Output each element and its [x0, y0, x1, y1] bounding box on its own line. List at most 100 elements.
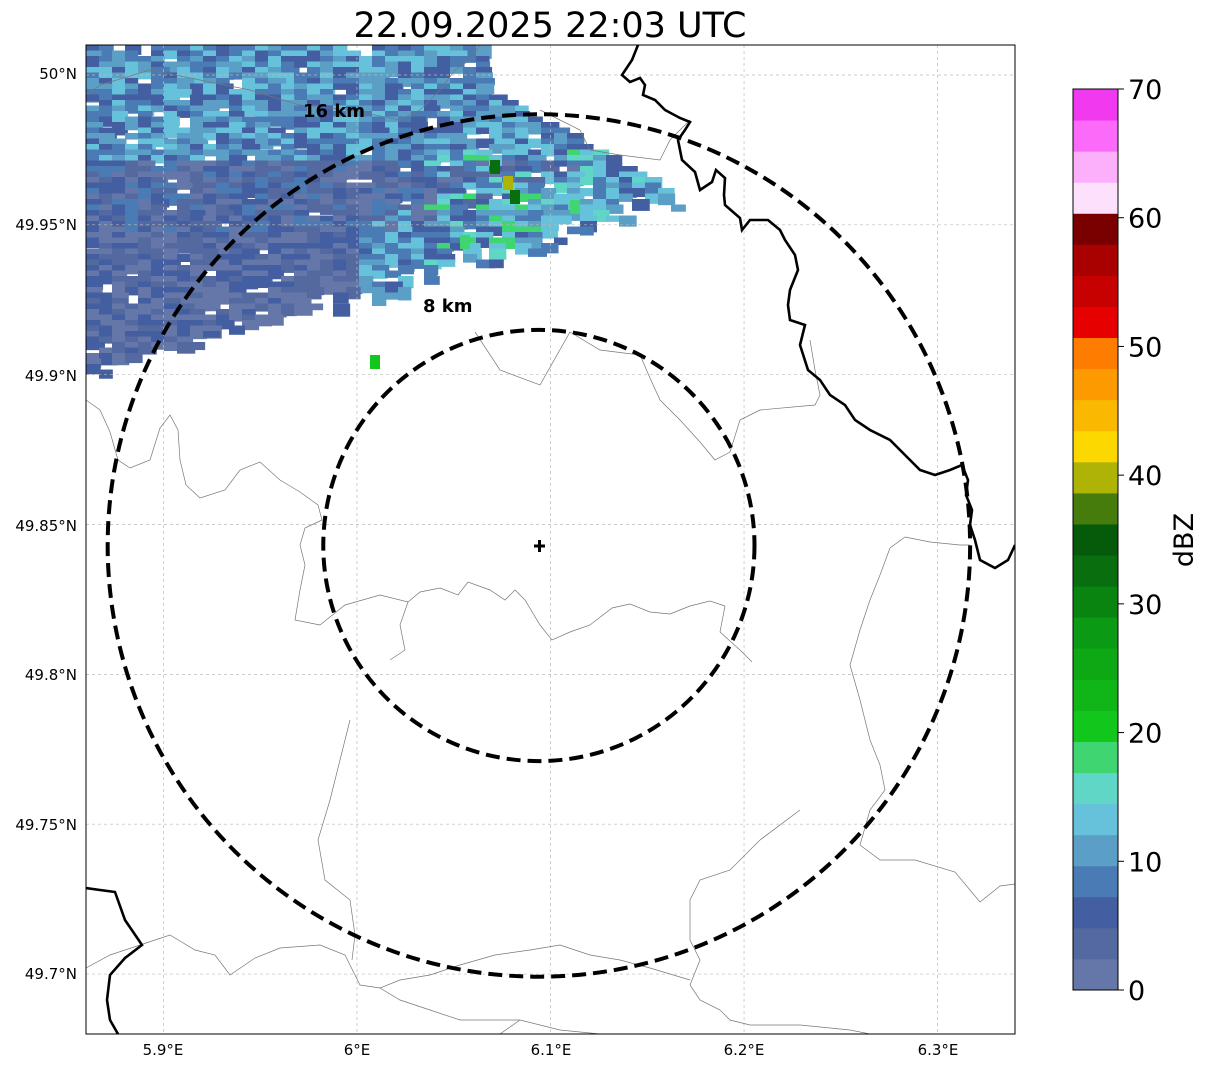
echo-cell [437, 133, 456, 140]
echo-cell [99, 171, 118, 181]
echo-cell [242, 78, 256, 85]
echo-cell [437, 56, 453, 66]
x-tick-label: 6°E [344, 1041, 371, 1059]
echo-cell [346, 254, 364, 265]
echo-cell [125, 83, 144, 91]
echo-cell [229, 45, 245, 55]
radar-site-marker[interactable] [534, 540, 545, 552]
echo-cell [216, 237, 235, 245]
echo-cell [177, 243, 191, 254]
echo-cell [268, 89, 287, 96]
echo-cell [190, 199, 207, 206]
echo-cell [177, 78, 195, 88]
echo-cell [346, 248, 361, 259]
echo-cell [307, 177, 323, 185]
echo-cell [138, 325, 155, 332]
echo-cell [411, 61, 429, 69]
y-tick-label: 49.75°N [15, 816, 77, 834]
echo-cell [99, 259, 116, 270]
echo-cell [333, 188, 350, 196]
echo-cell [424, 50, 438, 58]
echo-cell [281, 226, 299, 237]
echo-cell [177, 56, 195, 65]
echo-cell [190, 94, 208, 102]
echo-cell [346, 127, 364, 137]
echo-cell [593, 188, 607, 200]
echo-cell [138, 177, 153, 185]
colorbar-band [1073, 865, 1118, 898]
echo-cell [307, 83, 325, 92]
echo-cell [242, 127, 258, 137]
echo-cell [450, 78, 467, 87]
echo-cell [138, 342, 152, 352]
colorbar-tick-label: 50 [1128, 332, 1162, 363]
echo-cell [554, 204, 569, 213]
echo-cell [268, 287, 287, 298]
echo-cell [385, 116, 404, 128]
echo-cell [151, 105, 166, 113]
echo-cell [177, 342, 196, 354]
echo-cell [151, 342, 168, 350]
echo-cell [281, 133, 298, 141]
echo-cell [489, 215, 504, 222]
echo-cell [151, 89, 170, 96]
echo-cell [437, 166, 455, 174]
echo-cell [281, 276, 300, 283]
echo-cell [242, 61, 256, 71]
echo-cell [372, 243, 386, 252]
echo-cell [177, 83, 192, 94]
echo-cell [424, 243, 441, 252]
echo-cell [203, 254, 221, 263]
echo-cell [385, 193, 403, 204]
echo-cell [216, 182, 231, 189]
echo-cell [99, 193, 113, 208]
echo-cell [424, 177, 441, 189]
echo-cell [99, 177, 115, 188]
echo-cell [450, 50, 468, 62]
echo-cell [307, 45, 324, 55]
echo-cell [255, 133, 271, 140]
echo-cell [450, 171, 468, 183]
echo-cell [307, 188, 323, 196]
echo-cell [372, 45, 388, 52]
echo-cell [554, 171, 569, 181]
echo-cell [151, 232, 167, 242]
echo-cell [164, 61, 178, 74]
echo-cell [86, 292, 101, 302]
echo-cell [372, 138, 386, 146]
echo-cell [333, 83, 351, 90]
echo-cell [424, 56, 442, 67]
echo-cell [450, 45, 466, 55]
echo-cell [333, 149, 350, 159]
echo-cell [138, 111, 153, 120]
echo-cell [151, 45, 170, 53]
echo-cell [320, 45, 334, 53]
echo-cell [528, 248, 547, 257]
echo-cell [112, 281, 127, 290]
echo-cell [333, 193, 347, 201]
echo-cell [450, 243, 468, 251]
echo-cell [320, 254, 334, 262]
map-panel[interactable]: 16 km 8 km [85, 44, 1016, 1035]
echo-cell [372, 215, 391, 224]
echo-cell [203, 199, 217, 208]
echo-cell [307, 287, 325, 296]
echo-cell [307, 193, 321, 203]
echo-cell [112, 254, 126, 264]
echo-cell [203, 83, 217, 90]
echo-cell [385, 243, 402, 252]
echo-cell [151, 254, 166, 264]
echo-cell [294, 265, 309, 274]
echo-cell [333, 254, 350, 264]
echo-cell [177, 254, 192, 263]
echo-cell [138, 215, 155, 227]
echo-cell [385, 45, 400, 54]
echo-cell [437, 144, 451, 152]
echo-cell [190, 138, 207, 147]
echo-cell [307, 166, 325, 175]
echo-cell [268, 226, 286, 236]
echo-cell [112, 166, 126, 175]
echo-cell [203, 265, 219, 272]
echo-cell [125, 325, 142, 334]
echo-cell [502, 215, 520, 224]
